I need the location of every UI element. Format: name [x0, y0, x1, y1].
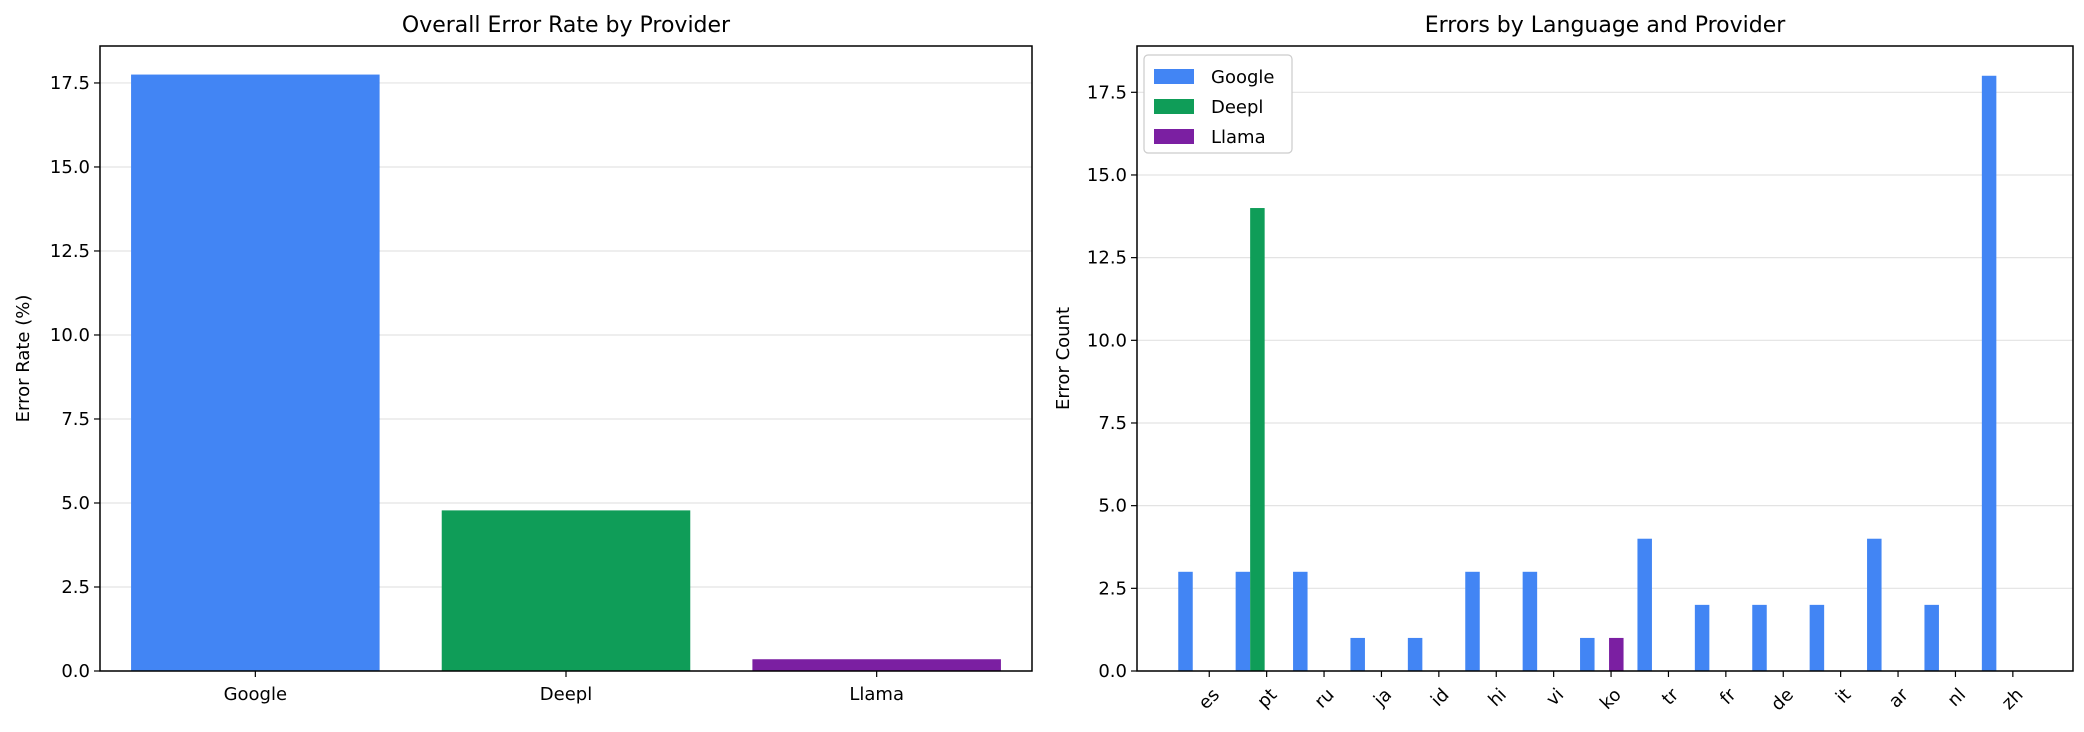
x-tick-label: ja	[1369, 684, 1396, 711]
x-tick-label: tr	[1658, 684, 1683, 709]
bar-google-hi	[1465, 571, 1480, 671]
legend-swatch-google	[1154, 69, 1194, 84]
legend-label-deepl: Deepl	[1211, 97, 1263, 118]
bar-google-fr	[1694, 604, 1710, 671]
chart-title: Overall Error Rate by Provider	[402, 13, 731, 38]
y-axis-label: Error Count	[1053, 307, 1074, 410]
bar-google-de	[1752, 604, 1767, 671]
chart-title: Errors by Language and Provider	[1425, 13, 1787, 38]
y-tick-label: 15.0	[50, 157, 90, 178]
y-tick-label: 17.5	[1087, 82, 1127, 103]
gridlines	[1137, 91, 2073, 672]
y-tick-label: 2.5	[1098, 578, 1127, 599]
bar-deepl-pt	[1250, 208, 1265, 671]
y-tick-label: 5.0	[61, 493, 90, 514]
x-tick-label: ru	[1311, 684, 1339, 712]
legend-swatch-deepl	[1154, 99, 1194, 114]
bar-google-pt	[1235, 571, 1251, 671]
x-tick-label: ar	[1885, 684, 1913, 712]
y-tick-label: 10.0	[1087, 330, 1127, 351]
x-tick-label: Deepl	[540, 684, 592, 705]
bar-google-tr	[1637, 538, 1652, 671]
bar-google-ja	[1350, 637, 1365, 671]
y-axis-label: Error Rate (%)	[13, 295, 34, 423]
bar-google-nl	[1924, 604, 1939, 671]
y-tick-label: 7.5	[61, 409, 90, 430]
y-tick-label: 15.0	[1087, 165, 1127, 186]
bar-google-ko	[1580, 637, 1595, 671]
x-tick-label: Google	[224, 684, 287, 705]
x-tick-label: id	[1427, 684, 1453, 710]
y-tick-label: 0.0	[61, 661, 90, 682]
legend-label-google: Google	[1211, 67, 1274, 88]
y-ticks: 0.0 2.5 5.0 7.5 10.0 12.5 15.0 17.5	[1087, 82, 1137, 682]
bar-llama-ko	[1609, 637, 1624, 671]
x-ticks: es pt ru ja id hi vi ko tr fr de it ar nl zh	[1195, 671, 2028, 715]
y-ticks: 0.0 2.5 5.0 7.5 10.0 12.5 15.0 17.5	[50, 73, 100, 682]
error-rate-chart: Overall Error Rate by Provider Error Rat…	[13, 13, 1033, 705]
x-tick-label: nl	[1944, 684, 1970, 710]
bars	[131, 74, 1001, 671]
plot-frame	[99, 45, 1033, 672]
x-tick-label: hi	[1484, 684, 1510, 710]
legend-swatch-llama	[1154, 129, 1194, 144]
x-tick-label: es	[1195, 684, 1224, 713]
bars	[1178, 75, 1997, 671]
plot-frame	[1136, 45, 2074, 672]
y-tick-label: 5.0	[1098, 496, 1127, 517]
bar-google-vi	[1522, 571, 1538, 671]
bar-deepl	[441, 510, 691, 671]
bar-google-ru	[1293, 571, 1308, 671]
errors-by-language-chart: Errors by Language and Provider Error Co…	[1053, 13, 2074, 715]
bar-google-zh	[1981, 75, 1997, 671]
y-tick-label: 0.0	[1098, 661, 1127, 682]
bar-google-es	[1178, 571, 1193, 671]
x-tick-label: fr	[1716, 684, 1741, 709]
y-tick-label: 2.5	[61, 577, 90, 598]
x-tick-label: it	[1832, 684, 1855, 707]
x-tick-label: pt	[1253, 684, 1281, 712]
legend: Google Deepl Llama	[1143, 54, 1293, 154]
bar-google	[131, 74, 380, 671]
x-tick-label: vi	[1542, 684, 1568, 710]
legend-label-llama: Llama	[1211, 127, 1266, 148]
y-tick-label: 7.5	[1098, 413, 1127, 434]
x-tick-label: zh	[1998, 684, 2028, 714]
y-tick-label: 12.5	[1087, 248, 1127, 269]
x-tick-label: ko	[1596, 684, 1626, 714]
x-tick-label: Llama	[849, 684, 904, 705]
x-ticks: Google Deepl Llama	[224, 671, 904, 705]
bar-google-id	[1407, 637, 1423, 671]
bar-google-ar	[1867, 538, 1882, 671]
y-tick-label: 17.5	[50, 73, 90, 94]
bar-google-it	[1809, 604, 1825, 671]
x-tick-label: de	[1767, 684, 1798, 715]
bar-llama	[752, 659, 1001, 671]
y-tick-label: 12.5	[50, 241, 90, 262]
y-tick-label: 10.0	[50, 325, 90, 346]
